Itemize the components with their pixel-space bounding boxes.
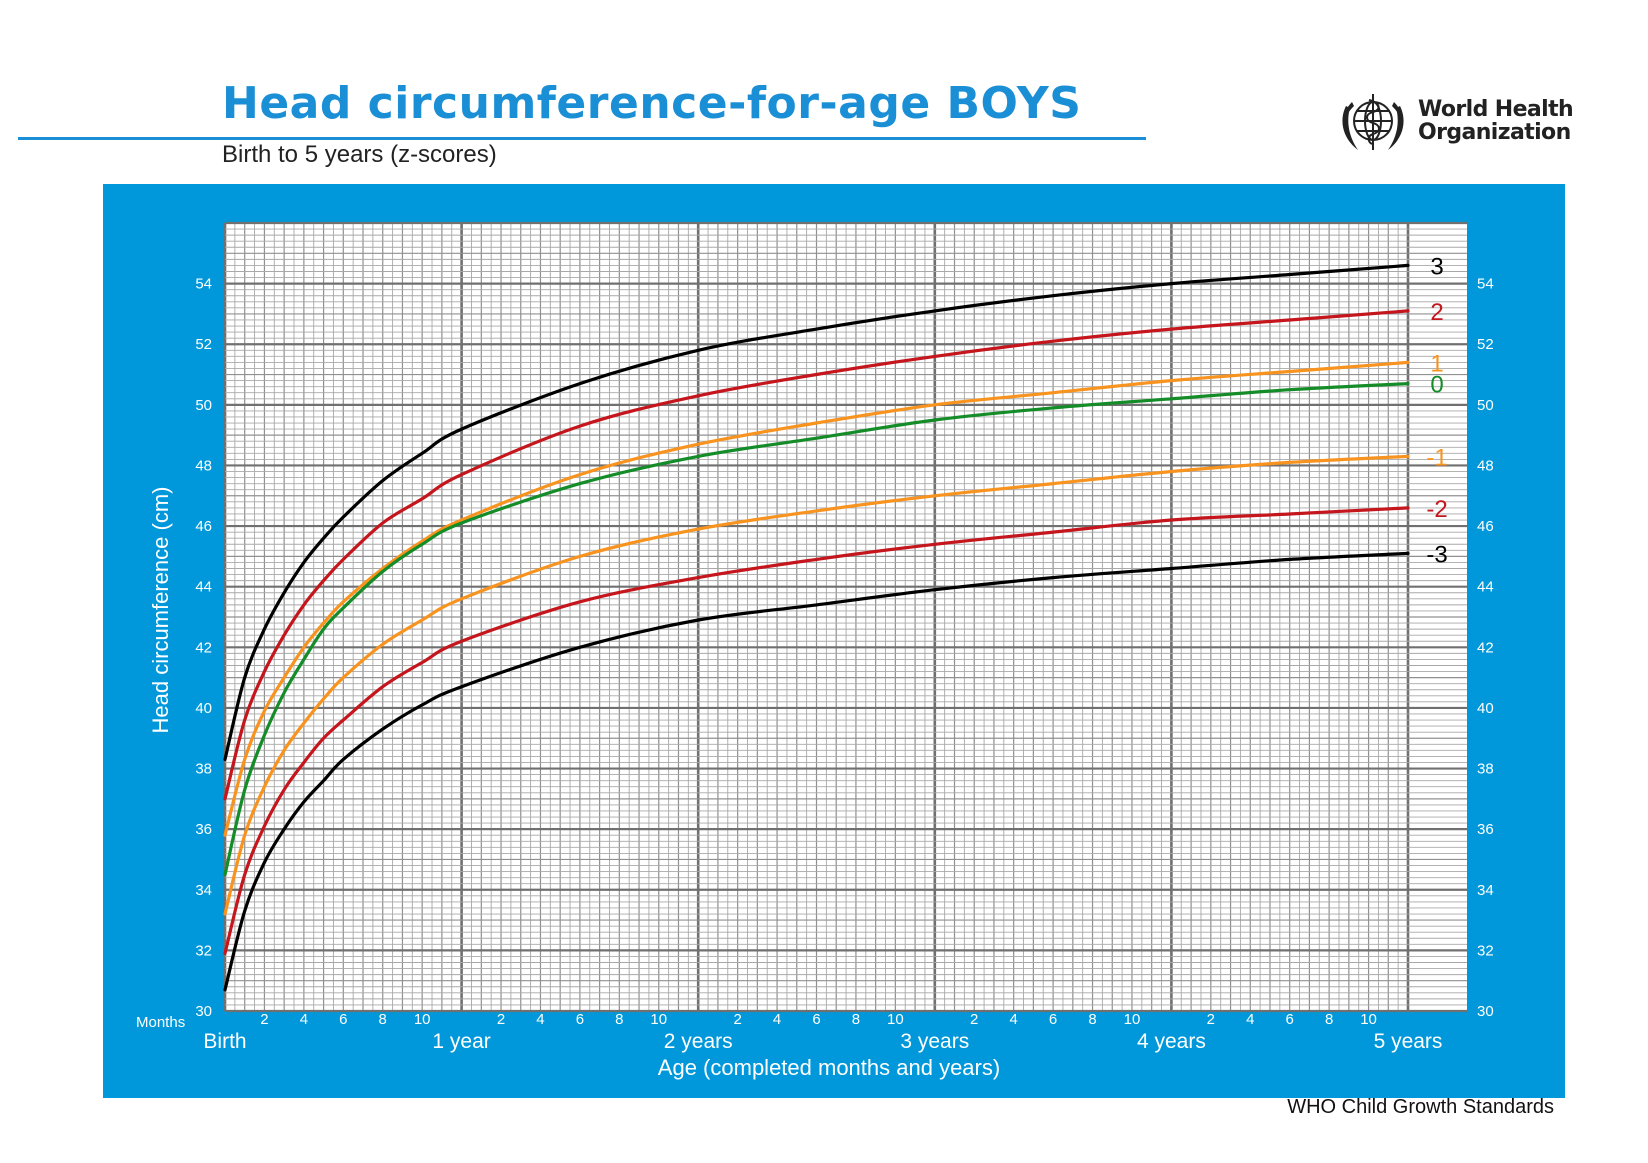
y-tick-label-left: 30 — [195, 1003, 212, 1020]
curve-z-minus2 — [223, 506, 1410, 955]
y-tick-label-left: 46 — [195, 518, 212, 535]
z-score-label: 3 — [1430, 253, 1443, 280]
x-tick-label-year: 5 years — [1374, 1030, 1443, 1053]
chart-grid — [223, 221, 1467, 1013]
z-score-label: -1 — [1426, 444, 1447, 471]
y-axis-label: Head circumference (cm) — [148, 487, 173, 734]
x-tick-label-year: 3 years — [900, 1030, 969, 1053]
x-tick-label-year: 2 years — [664, 1030, 733, 1053]
x-tick-label-month: 6 — [812, 1011, 820, 1028]
y-tick-label-left: 52 — [195, 336, 212, 353]
y-tick-label-left: 42 — [195, 639, 212, 656]
z-score-label: 1 — [1430, 350, 1443, 377]
z-score-label: 0 — [1430, 372, 1443, 399]
page-subtitle: Birth to 5 years (z-scores) — [222, 141, 497, 168]
y-tick-label-right: 30 — [1477, 1003, 1494, 1020]
x-tick-label-month: 10 — [414, 1011, 431, 1028]
footer-note: WHO Child Growth Standards — [1287, 1096, 1554, 1118]
y-tick-label-right: 38 — [1477, 761, 1494, 778]
y-tick-label-right: 34 — [1477, 882, 1494, 899]
y-tick-label-right: 54 — [1477, 276, 1494, 293]
y-tick-label-right: 50 — [1477, 397, 1494, 414]
organization-name: World Health Organization — [1418, 97, 1574, 145]
y-tick-label-left: 36 — [195, 821, 212, 838]
x-tick-label-month: 4 — [1009, 1011, 1017, 1028]
z-score-label: 2 — [1430, 299, 1443, 326]
x-tick-label-month: 10 — [650, 1011, 667, 1028]
org-name-line2: Organization — [1418, 120, 1571, 145]
y-tick-label-left: 38 — [195, 761, 212, 778]
page-title: Head circumference-for-age BOYS — [222, 78, 1082, 129]
title-underline — [18, 137, 1146, 140]
y-tick-label-left: 32 — [195, 942, 212, 959]
y-tick-label-right: 36 — [1477, 821, 1494, 838]
curve-z-2 — [223, 309, 1410, 801]
z-score-label: -3 — [1426, 541, 1447, 568]
y-tick-label-left: 54 — [195, 276, 212, 293]
org-name-line1: World Health — [1418, 97, 1574, 122]
x-tick-label-month: 2 — [497, 1011, 505, 1028]
months-label: Months — [136, 1014, 185, 1031]
x-tick-label-month: 4 — [1246, 1011, 1254, 1028]
y-tick-label-left: 50 — [195, 397, 212, 414]
x-tick-label-month: 6 — [339, 1011, 347, 1028]
x-tick-label-month: 10 — [1124, 1011, 1141, 1028]
curve-z-0 — [223, 382, 1410, 877]
y-tick-label-right: 42 — [1477, 639, 1494, 656]
y-tick-label-left: 40 — [195, 700, 212, 717]
x-tick-label-year: Birth — [203, 1030, 246, 1053]
y-tick-label-right: 40 — [1477, 700, 1494, 717]
y-tick-labels: 30 30 32 32 34 34 36 36 38 38 40 40 42 42 44 44 46 46 48 48… — [195, 276, 1493, 1020]
x-tick-label-month: 6 — [1286, 1011, 1294, 1028]
who-emblem-icon — [1342, 94, 1404, 150]
y-tick-label-right: 44 — [1477, 579, 1494, 596]
y-tick-label-right: 52 — [1477, 336, 1494, 353]
x-tick-label-month: 2 — [970, 1011, 978, 1028]
curve-z-1 — [223, 360, 1410, 837]
y-tick-label-left: 34 — [195, 882, 212, 899]
x-tick-label-month: 2 — [260, 1011, 268, 1028]
z-score-labels: 3 2 10 -1 -2 -3 — [1426, 253, 1447, 568]
y-tick-label-right: 32 — [1477, 942, 1494, 959]
x-tick-labels: 2 4 6 8 10 2 4 6 8 10 2 4 6 8 10 2 4 6 8 10 2 4 6 8 10 Birth 1 yea… — [203, 1011, 1442, 1053]
z-score-label: -2 — [1426, 496, 1447, 523]
y-tick-label-left: 44 — [195, 579, 212, 596]
x-axis-label: Age (completed months and years) — [658, 1055, 1000, 1080]
x-tick-label-month: 8 — [615, 1011, 623, 1028]
x-tick-label-month: 2 — [1207, 1011, 1215, 1028]
curve-z-minus1 — [223, 454, 1410, 916]
x-tick-label-month: 6 — [1049, 1011, 1057, 1028]
x-tick-label-year: 4 years — [1137, 1030, 1206, 1053]
x-tick-label-month: 6 — [576, 1011, 584, 1028]
z-score-curves — [223, 263, 1410, 992]
y-tick-label-right: 46 — [1477, 518, 1494, 535]
x-tick-label-month: 10 — [887, 1011, 904, 1028]
x-tick-label-year: 1 year — [432, 1030, 490, 1053]
x-tick-label-month: 8 — [1088, 1011, 1096, 1028]
x-tick-label-month: 8 — [379, 1011, 387, 1028]
x-tick-label-month: 4 — [300, 1011, 308, 1028]
x-tick-label-month: 4 — [536, 1011, 544, 1028]
curve-z-3 — [223, 263, 1410, 761]
x-tick-label-month: 8 — [852, 1011, 860, 1028]
y-tick-label-left: 48 — [195, 457, 212, 474]
x-tick-label-month: 8 — [1325, 1011, 1333, 1028]
y-tick-label-right: 48 — [1477, 457, 1494, 474]
curve-z-minus3 — [223, 551, 1410, 992]
x-tick-label-month: 10 — [1360, 1011, 1377, 1028]
x-tick-label-month: 2 — [733, 1011, 741, 1028]
x-tick-label-month: 4 — [773, 1011, 781, 1028]
